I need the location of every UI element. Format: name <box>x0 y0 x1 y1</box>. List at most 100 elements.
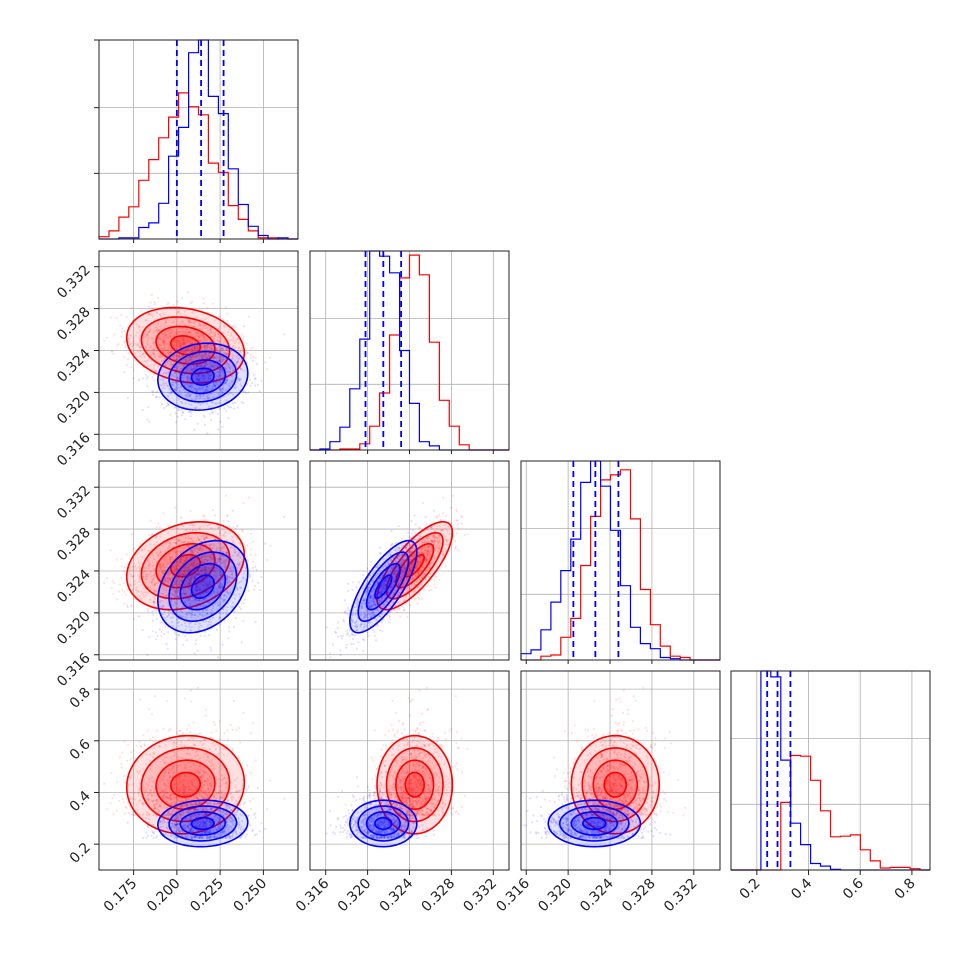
scatter-point <box>266 368 269 371</box>
scatter-point <box>190 348 193 351</box>
scatter-point <box>174 582 178 585</box>
scatter-point <box>174 506 177 509</box>
scatter-point <box>207 397 210 401</box>
scatter-point <box>145 342 149 346</box>
scatter-point <box>158 564 161 567</box>
scatter-point <box>178 326 181 329</box>
scatter-point <box>162 379 165 382</box>
scatter-point <box>229 366 232 369</box>
scatter-point <box>157 323 160 326</box>
scatter-point <box>186 349 189 352</box>
scatter-point <box>149 570 152 573</box>
scatter-point <box>189 385 192 388</box>
scatter-point <box>175 382 178 385</box>
scatter-point <box>169 351 172 354</box>
scatter-point <box>201 555 204 558</box>
scatter-point <box>204 389 207 392</box>
scatter-point <box>124 345 127 348</box>
scatter-point <box>203 348 206 351</box>
scatter-point <box>195 574 198 577</box>
scatter-point <box>174 583 177 586</box>
scatter-point <box>182 340 185 343</box>
scatter-point <box>218 616 221 619</box>
scatter-point <box>149 598 152 601</box>
scatter-point <box>210 553 213 556</box>
scatter-point <box>194 335 197 338</box>
scatter-point <box>197 570 200 573</box>
scatter-point <box>225 378 228 382</box>
scatter-point <box>217 359 221 362</box>
scatter-point <box>166 580 170 583</box>
scatter-point <box>180 577 183 580</box>
scatter-point <box>177 340 180 343</box>
scatter-point <box>184 537 187 540</box>
scatter-point <box>191 603 194 606</box>
scatter-point <box>180 562 183 565</box>
scatter-point <box>196 354 199 358</box>
scatter-point <box>179 367 182 370</box>
scatter-point <box>170 347 173 351</box>
scatter-point <box>196 388 199 391</box>
scatter-point <box>149 328 152 331</box>
scatter-point <box>136 567 139 570</box>
scatter-point <box>185 328 188 331</box>
scatter-point <box>192 551 195 554</box>
scatter-point <box>162 340 165 343</box>
scatter-point <box>144 577 147 580</box>
scatter-point <box>215 377 218 380</box>
scatter-point <box>214 334 217 337</box>
scatter-point <box>180 541 183 544</box>
scatter-point <box>190 563 193 566</box>
scatter-point <box>195 364 198 368</box>
scatter-point <box>161 605 164 608</box>
scatter-point <box>182 338 185 341</box>
scatter-point <box>205 385 208 388</box>
scatter-point <box>123 371 126 374</box>
scatter-point <box>213 356 216 359</box>
scatter-point <box>211 547 214 551</box>
scatter-point <box>128 337 131 340</box>
scatter-point <box>269 544 272 547</box>
scatter-point <box>206 366 209 369</box>
scatter-point <box>149 347 152 350</box>
scatter-point <box>153 583 156 586</box>
scatter-point <box>123 570 126 573</box>
scatter-point <box>158 352 161 355</box>
scatter-point <box>174 595 177 598</box>
scatter-point <box>157 354 161 358</box>
scatter-point <box>201 561 204 564</box>
scatter-point <box>222 358 225 361</box>
scatter-point <box>161 349 164 352</box>
scatter-point <box>207 388 210 391</box>
scatter-point <box>161 386 164 389</box>
scatter-point <box>241 333 244 336</box>
scatter-point <box>185 598 188 602</box>
scatter-point <box>228 365 231 368</box>
scatter-point <box>174 549 177 553</box>
scatter-point <box>130 605 133 608</box>
scatter-point <box>123 356 126 359</box>
scatter-point <box>336 627 339 630</box>
scatter-point <box>225 609 228 612</box>
scatter-point <box>173 344 176 347</box>
scatter-point <box>151 313 154 316</box>
scatter-point <box>222 352 225 355</box>
scatter-point <box>203 560 206 563</box>
scatter-point <box>190 355 194 358</box>
scatter-point <box>209 363 212 366</box>
scatter-point <box>225 551 228 554</box>
scatter-point <box>153 589 156 592</box>
scatter-point <box>130 575 133 578</box>
scatter-point <box>152 578 155 581</box>
scatter-point <box>231 324 234 327</box>
scatter-point <box>176 579 179 582</box>
scatter-point <box>212 559 215 562</box>
scatter-point <box>213 356 216 359</box>
scatter-point <box>221 578 224 581</box>
scatter-point <box>189 604 192 607</box>
scatter-point <box>205 536 208 540</box>
scatter-point <box>145 373 148 376</box>
scatter-point <box>193 589 196 592</box>
scatter-point <box>188 625 191 628</box>
scatter-point <box>183 341 186 344</box>
